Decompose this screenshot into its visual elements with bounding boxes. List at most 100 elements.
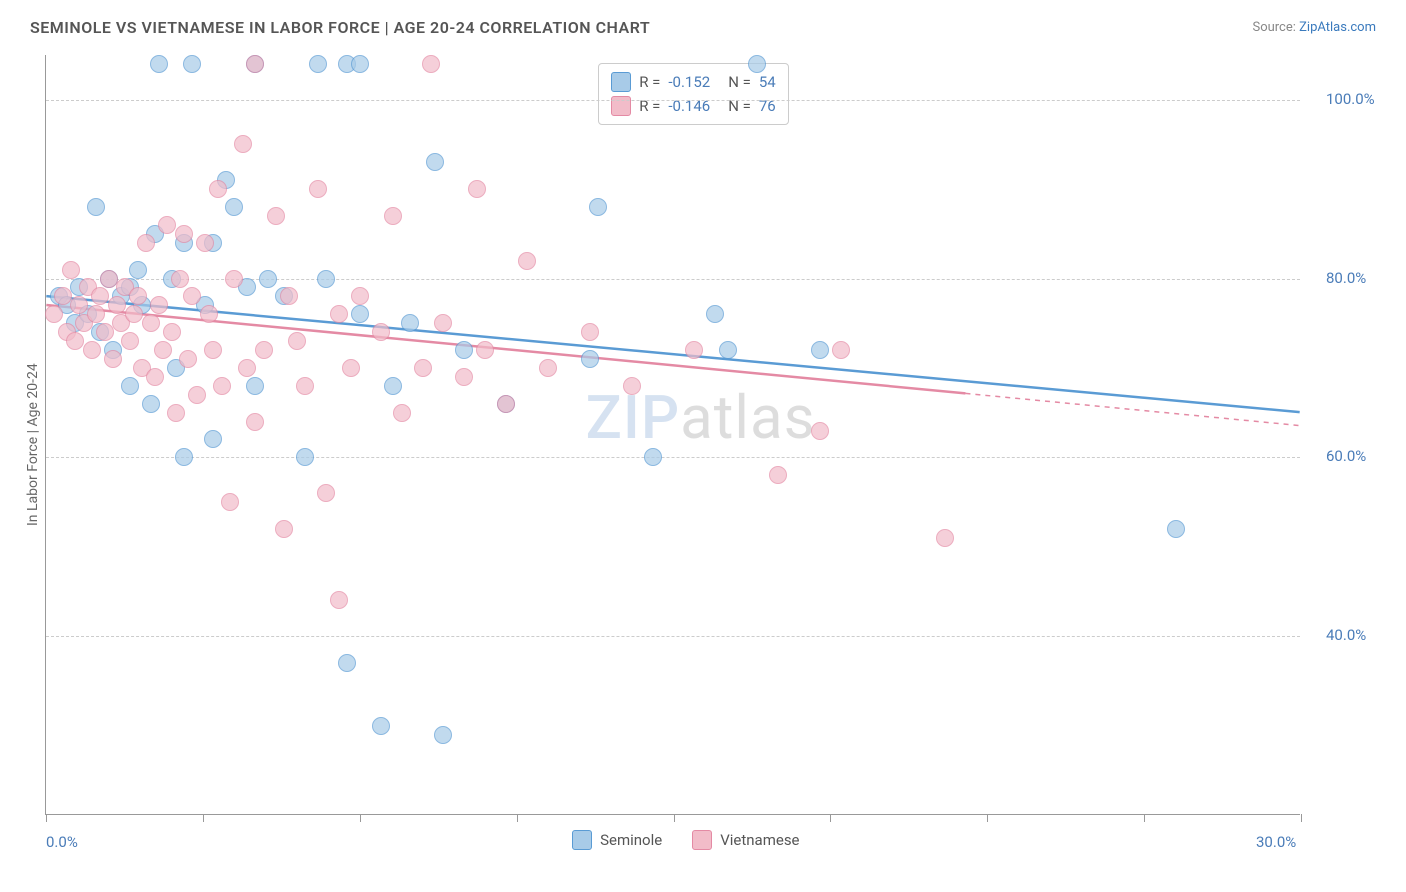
- source-link[interactable]: ZipAtlas.com: [1299, 20, 1376, 35]
- legend-label: Seminole: [600, 831, 662, 849]
- scatter-marker: [175, 225, 193, 243]
- scatter-marker: [54, 287, 72, 305]
- scatter-marker: [167, 404, 185, 422]
- scatter-marker: [62, 261, 80, 279]
- scatter-marker: [351, 305, 369, 323]
- scatter-marker: [539, 359, 557, 377]
- scatter-marker: [476, 341, 494, 359]
- scatter-marker: [129, 287, 147, 305]
- scatter-marker: [275, 520, 293, 538]
- scatter-marker: [936, 529, 954, 547]
- scatter-marker: [91, 287, 109, 305]
- stat-r-label: R =: [639, 73, 660, 91]
- scatter-marker: [125, 305, 143, 323]
- scatter-marker: [204, 430, 222, 448]
- scatter-marker: [200, 305, 218, 323]
- scatter-marker: [234, 135, 252, 153]
- scatter-marker: [171, 270, 189, 288]
- scatter-marker: [384, 377, 402, 395]
- x-tick: [674, 814, 675, 822]
- stats-row: R =-0.146N =76: [611, 94, 776, 118]
- legend-swatch: [572, 830, 592, 850]
- scatter-marker: [158, 216, 176, 234]
- stat-n-value: 54: [759, 73, 776, 91]
- x-tick-label: 0.0%: [46, 833, 78, 851]
- scatter-marker: [1167, 520, 1185, 538]
- scatter-marker: [150, 55, 168, 73]
- scatter-marker: [518, 252, 536, 270]
- scatter-marker: [83, 341, 101, 359]
- scatter-marker: [196, 234, 214, 252]
- scatter-marker: [163, 323, 181, 341]
- scatter-marker: [719, 341, 737, 359]
- scatter-marker: [685, 341, 703, 359]
- scatter-marker: [129, 261, 147, 279]
- x-tick-label: 30.0%: [1256, 833, 1296, 851]
- scatter-marker: [401, 314, 419, 332]
- scatter-marker: [309, 180, 327, 198]
- x-tick: [517, 814, 518, 822]
- scatter-marker: [434, 726, 452, 744]
- scatter-marker: [246, 413, 264, 431]
- scatter-marker: [142, 395, 160, 413]
- scatter-marker: [384, 207, 402, 225]
- scatter-marker: [317, 270, 335, 288]
- scatter-marker: [296, 448, 314, 466]
- y-tick-label: 80.0%: [1326, 269, 1366, 287]
- scatter-marker: [338, 654, 356, 672]
- y-tick-label: 40.0%: [1326, 626, 1366, 644]
- scatter-marker: [330, 305, 348, 323]
- gridline-h: [46, 100, 1300, 101]
- stat-swatch: [611, 72, 631, 92]
- scatter-marker: [246, 377, 264, 395]
- scatter-marker: [100, 270, 118, 288]
- scatter-marker: [811, 422, 829, 440]
- chart-source: Source: ZipAtlas.com: [1252, 20, 1376, 35]
- scatter-marker: [811, 341, 829, 359]
- scatter-marker: [154, 341, 172, 359]
- gridline-h: [46, 457, 1300, 458]
- scatter-marker: [351, 55, 369, 73]
- scatter-marker: [317, 484, 335, 502]
- scatter-marker: [204, 341, 222, 359]
- trend-lines: [46, 55, 1300, 814]
- scatter-marker: [296, 377, 314, 395]
- scatter-marker: [581, 350, 599, 368]
- scatter-marker: [96, 323, 114, 341]
- plot-area: ZIPatlas R =-0.152N =54R =-0.146N =76 40…: [45, 55, 1300, 815]
- scatter-marker: [70, 296, 88, 314]
- y-axis-title: In Labor Force | Age 20-24: [25, 363, 41, 526]
- x-tick: [1144, 814, 1145, 822]
- legend: Seminole Vietnamese: [572, 830, 799, 850]
- legend-item: Vietnamese: [692, 830, 799, 850]
- scatter-marker: [414, 359, 432, 377]
- scatter-marker: [497, 395, 515, 413]
- scatter-marker: [372, 323, 390, 341]
- legend-label: Vietnamese: [720, 831, 799, 849]
- scatter-marker: [280, 287, 298, 305]
- scatter-marker: [351, 287, 369, 305]
- chart-title: SEMINOLE VS VIETNAMESE IN LABOR FORCE | …: [30, 18, 650, 37]
- scatter-marker: [121, 332, 139, 350]
- scatter-marker: [175, 448, 193, 466]
- scatter-marker: [213, 377, 231, 395]
- stat-n-label: N =: [728, 73, 751, 91]
- scatter-marker: [179, 350, 197, 368]
- scatter-marker: [468, 180, 486, 198]
- scatter-marker: [288, 332, 306, 350]
- watermark-atlas: atlas: [680, 382, 815, 453]
- scatter-marker: [45, 305, 63, 323]
- x-tick: [203, 814, 204, 822]
- scatter-marker: [832, 341, 850, 359]
- scatter-marker: [108, 296, 126, 314]
- scatter-marker: [455, 341, 473, 359]
- scatter-marker: [150, 296, 168, 314]
- x-tick: [46, 814, 47, 822]
- x-tick: [987, 814, 988, 822]
- legend-item: Seminole: [572, 830, 662, 850]
- scatter-marker: [246, 55, 264, 73]
- scatter-marker: [66, 332, 84, 350]
- scatter-marker: [188, 386, 206, 404]
- scatter-marker: [225, 270, 243, 288]
- scatter-marker: [209, 180, 227, 198]
